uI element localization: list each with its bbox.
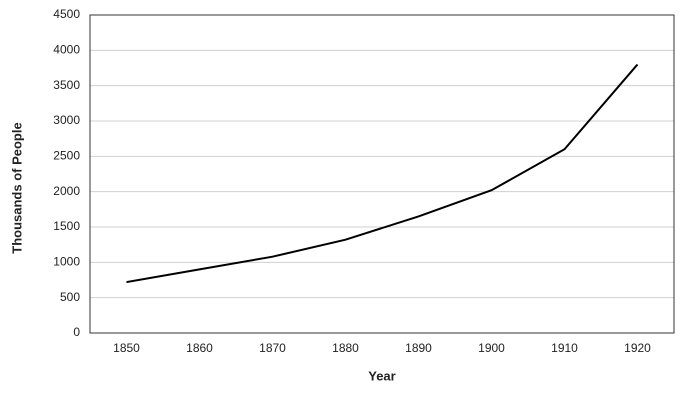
x-tick-label: 1870 [259, 341, 286, 355]
y-tick-label: 2500 [53, 149, 80, 163]
y-tick-label: 500 [60, 290, 80, 304]
y-tick-label: 3500 [53, 78, 80, 92]
x-tick-label: 1860 [186, 341, 213, 355]
x-tick-label: 1890 [405, 341, 432, 355]
y-tick-label: 0 [73, 325, 80, 339]
x-tick-label: 1910 [551, 341, 578, 355]
x-axis-title: Year [368, 368, 395, 383]
y-tick-label: 2000 [53, 184, 80, 198]
line-series [126, 63, 639, 284]
y-tick-label: 1000 [53, 255, 80, 269]
y-tick-label: 1500 [53, 219, 80, 233]
plot-frame [89, 14, 675, 334]
x-tick-label: 1900 [478, 341, 505, 355]
y-tick-label: 4000 [53, 43, 80, 57]
y-tick-label: 4500 [53, 7, 80, 21]
x-tick-label: 1880 [332, 341, 359, 355]
y-axis-title: Thousands of People [9, 122, 24, 253]
x-tick-label: 1850 [113, 341, 140, 355]
y-tick-label: 3000 [53, 113, 80, 127]
x-tick-label: 1920 [624, 341, 651, 355]
